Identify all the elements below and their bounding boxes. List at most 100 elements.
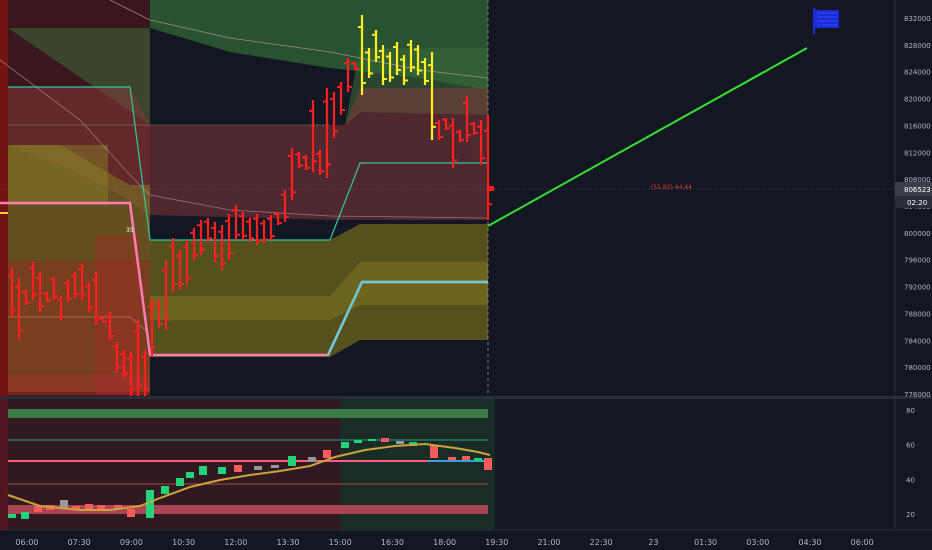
candle [211, 222, 219, 262]
pane-divider [0, 396, 932, 399]
price-tick-label: 824000 [904, 69, 931, 77]
time-tick-label: 15:00 [329, 538, 352, 547]
candle [295, 152, 303, 168]
candle [253, 214, 261, 245]
osc-tick-label: 60 [906, 442, 915, 450]
osc-bar [396, 441, 404, 444]
candle [134, 320, 142, 396]
candle [169, 238, 177, 292]
candle [141, 350, 149, 396]
osc-bar [72, 506, 80, 510]
indicator-bands [0, 0, 488, 396]
candle [393, 42, 401, 75]
price-tick-label: 796000 [904, 257, 931, 265]
osc-bar [381, 438, 389, 442]
osc-bar [85, 504, 93, 510]
price-tick-label: 800000 [904, 230, 931, 238]
candle [428, 52, 436, 140]
price-tick-label: 816000 [904, 122, 931, 130]
osc-bar [161, 486, 169, 494]
cyan-line [326, 280, 488, 356]
osc-left-edge [0, 399, 8, 530]
osc-tick-label: 40 [906, 476, 915, 484]
time-tick-label: 21:00 [537, 538, 560, 547]
flag-icon [813, 8, 839, 34]
candle [421, 58, 429, 85]
price-tick-label: 812000 [904, 149, 931, 157]
osc-bar [462, 456, 470, 460]
candle [43, 292, 51, 302]
time-tick-label: 06:00 [851, 538, 874, 547]
time-tick-label: 07:30 [68, 538, 91, 547]
candle [274, 212, 282, 225]
candle [50, 276, 58, 300]
projection-label: (51.82) 44.44 [651, 184, 692, 191]
candle [204, 218, 212, 242]
osc-bar [254, 466, 262, 470]
price-tick-label: 828000 [904, 42, 931, 50]
price-tick-label: 780000 [904, 364, 931, 372]
osc-bar [234, 465, 242, 472]
candle [92, 272, 100, 325]
band-olive-inner [150, 262, 488, 320]
osc-tick-label: 80 [906, 407, 915, 415]
candle [316, 150, 324, 175]
candle [323, 88, 331, 178]
time-tick-label: 06:00 [15, 538, 38, 547]
osc-bar [34, 506, 42, 512]
candle [477, 120, 485, 165]
candle [449, 118, 457, 168]
candle [414, 45, 422, 75]
candle [309, 100, 317, 172]
time-tick-label: 09:00 [120, 538, 143, 547]
candle [183, 240, 191, 285]
candle [400, 55, 408, 85]
candle [22, 290, 30, 305]
candle [8, 268, 16, 318]
osc-bar [21, 512, 29, 519]
candle [386, 52, 394, 82]
teal-line [8, 86, 488, 241]
osc-bar [218, 467, 226, 474]
time-tick-label: 16:30 [381, 538, 404, 547]
overlays: (51.82) 44.44 35 [126, 8, 839, 234]
candle [36, 272, 44, 312]
osc-bar [308, 457, 316, 462]
osc-bar [127, 509, 135, 517]
osc-bar [60, 500, 68, 508]
osc-bar [354, 440, 362, 443]
candle [232, 205, 240, 240]
candle [281, 190, 289, 222]
last-price-value: 806523 [904, 186, 931, 194]
countdown-badge [895, 196, 932, 208]
candle [162, 260, 170, 330]
price-tick-label: 808000 [904, 176, 931, 184]
time-tick-label: 03:00 [746, 538, 769, 547]
candle [344, 58, 352, 92]
band-red-lower-left [8, 260, 150, 395]
price-tick-label: 832000 [904, 15, 931, 23]
candle [176, 250, 184, 290]
osc-top-band [8, 409, 488, 418]
price-tick-label: 784000 [904, 337, 931, 345]
candle [337, 82, 345, 115]
osc-bar [114, 505, 122, 509]
candle [127, 352, 135, 396]
band-red-floor [8, 375, 150, 395]
countdown-value: 02:20 [907, 199, 927, 207]
candle [64, 280, 72, 302]
mid-level-label: 35 [126, 227, 134, 234]
candle [85, 282, 93, 312]
candle [358, 15, 366, 95]
candle [155, 300, 163, 328]
osc-bottom-band [8, 505, 488, 514]
time-tick-label: 18:00 [433, 538, 456, 547]
flag-cloth [815, 10, 839, 28]
time-tick-label: 04:30 [798, 538, 821, 547]
candle [246, 218, 254, 242]
osc-bar [288, 456, 296, 466]
osc-bar [430, 446, 438, 458]
candle [267, 215, 275, 240]
candle [288, 148, 296, 200]
